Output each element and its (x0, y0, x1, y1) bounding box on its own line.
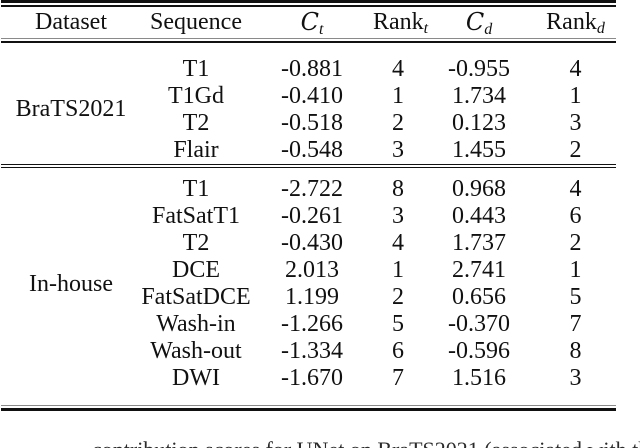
rank-t-cell: 7 (392, 365, 404, 391)
rank-t-cell: 3 (392, 136, 404, 163)
table-header-row: Dataset Sequence Ct Rankt Cd Rankd (1, 7, 616, 38)
rank-t-cell: 6 (392, 338, 404, 364)
ct-cell: 1.199 (285, 284, 339, 310)
rank-d-cell: 2 (569, 230, 582, 256)
col-header-rank-t: Rankt (373, 8, 429, 37)
col-header-ct: Ct (300, 7, 324, 38)
ct-cell: 2.013 (285, 257, 339, 283)
ct-cell: -1.266 (281, 311, 343, 337)
section-in-house: In-house T1 -2.722 8 0.968 4 FatSatT1 -0… (1, 168, 616, 392)
rank-d-cell: 5 (569, 284, 582, 310)
rank-t-cell: 3 (392, 203, 404, 229)
sequence-cell: Wash-out (150, 338, 242, 364)
section-rule-lower (1, 166, 616, 168)
table-row: FatSatT1 -0.261 3 0.443 6 (141, 203, 616, 230)
sequence-cell: FatSatT1 (152, 203, 240, 229)
rank-t-cell: 8 (392, 176, 404, 202)
sequence-cell: FatSatDCE (141, 284, 251, 310)
cd-cell: 2.741 (452, 257, 506, 283)
col-header-dataset: Dataset (35, 8, 107, 35)
rank-t-cell: 1 (392, 82, 404, 109)
sequence-cell: Wash-in (156, 311, 236, 337)
rank-d-cell: 3 (569, 109, 582, 136)
top-rule-inner (1, 5, 616, 7)
cd-cell: 0.968 (452, 176, 506, 202)
rank-t-cell: 4 (392, 230, 404, 256)
col-header-rank-d: Rankd (546, 8, 605, 37)
table-row: T1 -0.881 4 -0.955 4 (141, 56, 616, 83)
caption-fragment: contribution scores for UNet on BraTS202… (0, 437, 640, 448)
cd-cell: 1.737 (452, 230, 506, 256)
rank-d-cell: 4 (569, 176, 582, 202)
cd-cell: -0.596 (448, 338, 510, 364)
rank-t-cell: 2 (392, 109, 404, 136)
rank-d-cell: 7 (569, 311, 582, 337)
section-rule-upper (1, 163, 616, 165)
rank-d-cell: 4 (569, 55, 582, 82)
ct-cell: -0.881 (281, 55, 343, 82)
cd-cell: -0.370 (448, 311, 510, 337)
ct-cell: -0.410 (281, 82, 343, 109)
sequence-cell: T1 (182, 55, 210, 82)
sequence-cell: T1 (182, 176, 210, 202)
table-row: T2 -0.518 2 0.123 3 (141, 110, 616, 137)
table-row: Flair -0.548 3 1.455 2 (141, 137, 616, 164)
cd-cell: 0.443 (452, 203, 506, 229)
table-row: DWI -1.670 7 1.516 3 (141, 365, 616, 392)
header-rule-outer (1, 40, 616, 43)
ct-cell: -0.548 (281, 136, 343, 163)
dataset-label: BraTS2021 (15, 96, 127, 122)
rank-d-cell: 1 (569, 257, 582, 283)
rank-d-cell: 6 (569, 203, 582, 229)
table-row: T1Gd -0.410 1 1.734 1 (141, 83, 616, 110)
table-row: Wash-out -1.334 6 -0.596 8 (141, 338, 616, 365)
cd-cell: 0.656 (452, 284, 506, 310)
rank-d-cell: 3 (569, 365, 582, 391)
sequence-cell: T2 (182, 109, 210, 136)
sequence-cell: DCE (172, 257, 220, 283)
header-rule-inner (1, 37, 616, 39)
rank-d-cell: 8 (569, 338, 582, 364)
results-table: Dataset Sequence Ct Rankt Cd Rankd BraTS… (1, 0, 616, 411)
col-header-cd: Cd (465, 7, 493, 38)
section-brats2021: BraTS2021 T1 -0.881 4 -0.955 4 T1Gd -0.4… (1, 43, 616, 164)
cd-cell: 1.734 (452, 82, 506, 109)
table-row: FatSatDCE 1.199 2 0.656 5 (141, 284, 616, 311)
cd-cell: 1.455 (452, 136, 506, 163)
sequence-cell: T1Gd (168, 82, 224, 109)
bottom-rule-inner (1, 405, 616, 406)
rank-t-cell: 1 (392, 257, 404, 283)
caption-clipped-region: contribution scores for UNet on BraTS202… (0, 437, 640, 448)
table-row: T1 -2.722 8 0.968 4 (141, 176, 616, 203)
rank-t-cell: 2 (392, 284, 404, 310)
table-row: DCE 2.013 1 2.741 1 (141, 257, 616, 284)
cd-cell: 0.123 (452, 109, 506, 136)
ct-cell: -1.334 (281, 338, 343, 364)
dataset-label: In-house (29, 270, 113, 297)
rank-d-cell: 1 (569, 82, 582, 109)
sequence-cell: T2 (182, 230, 210, 256)
table-row: Wash-in -1.266 5 -0.370 7 (141, 311, 616, 338)
bottom-rule-outer (1, 407, 616, 411)
rank-t-cell: 5 (392, 311, 404, 337)
ct-cell: -0.430 (281, 230, 343, 256)
cd-cell: 1.516 (452, 365, 506, 391)
top-rule-outer (1, 0, 616, 3)
col-header-sequence: Sequence (150, 8, 242, 35)
ct-cell: -1.670 (281, 365, 343, 391)
ct-cell: -0.518 (281, 109, 343, 136)
sequence-cell: DWI (172, 365, 220, 391)
ct-cell: -0.261 (281, 203, 343, 229)
cd-cell: -0.955 (448, 55, 510, 82)
rank-t-cell: 4 (392, 55, 404, 82)
rank-d-cell: 2 (569, 136, 582, 163)
sequence-cell: Flair (173, 136, 219, 163)
table-row: T2 -0.430 4 1.737 2 (141, 230, 616, 257)
ct-cell: -2.722 (281, 176, 343, 202)
